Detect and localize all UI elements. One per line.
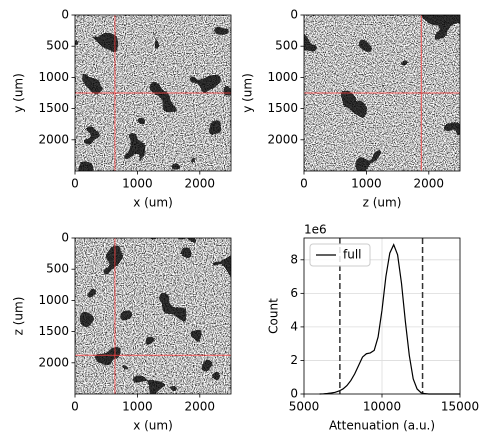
y-tick-label: 0 (61, 231, 69, 245)
y-tick-label: 6 (290, 286, 298, 300)
x-tick-label: 5000 (289, 400, 320, 414)
y-axis-label: y (um) (12, 73, 26, 113)
y-tick-label: 2000 (267, 132, 298, 146)
y-tick-label: 1000 (38, 293, 69, 307)
x-tick-label: 2000 (414, 177, 445, 191)
legend: full (309, 243, 371, 267)
series-line (319, 243, 460, 395)
legend-label: full (343, 248, 362, 262)
y-tick-label: 1500 (38, 101, 69, 115)
y-tick-label: 1500 (38, 324, 69, 338)
histogram-panel: full 1e6 5000 10000 15000 0 2 4 6 8 Attenuation (a… (267, 223, 480, 433)
x-tick-label: 10000 (363, 400, 401, 414)
y-axis-label: y (um) (241, 73, 255, 113)
y-tick-label: 8 (290, 252, 298, 266)
y-tick-label: 500 (46, 262, 69, 276)
axes-frame (303, 14, 461, 172)
y-tick-label: 2000 (38, 355, 69, 369)
axes-frame (74, 237, 232, 395)
x-tick-label: 15000 (441, 400, 479, 414)
axes-frame (74, 14, 232, 172)
image-panel: 0 1000 2000 0 500 1000 1500 2000 x (um) y (um) (12, 8, 232, 210)
y-tick-label: 1000 (267, 70, 298, 84)
x-tick-label: 1000 (351, 177, 382, 191)
x-axis-label: x (um) (133, 419, 173, 433)
y-tick-label: 0 (290, 387, 298, 401)
image-panel: 0 1000 2000 0 500 1000 1500 2000 z (um) y (um) (241, 8, 461, 210)
y-tick-label: 4 (290, 319, 298, 333)
x-tick-label: 0 (71, 177, 79, 191)
x-tick-label: 2000 (185, 177, 216, 191)
y-tick-label: 2000 (38, 132, 69, 146)
y-tick-label: 500 (46, 39, 69, 53)
x-tick-label: 0 (300, 177, 308, 191)
x-tick-label: 1000 (122, 177, 153, 191)
image (75, 238, 231, 394)
y-axis-label: Count (267, 298, 281, 334)
x-tick-label: 2000 (185, 400, 216, 414)
legend-box (309, 243, 371, 267)
y-tick-label: 0 (61, 8, 69, 22)
y-tick-label: 1500 (267, 101, 298, 115)
axis-offset-label: 1e6 (304, 223, 327, 237)
x-axis-label: x (um) (133, 196, 173, 210)
x-axis-label: z (um) (363, 196, 402, 210)
image-panel: 0 1000 2000 0 500 1000 1500 2000 x (um) z (um) (12, 231, 232, 433)
x-axis-label: Attenuation (a.u.) (329, 419, 435, 433)
y-tick-label: 0 (290, 8, 298, 22)
y-tick-label: 1000 (38, 70, 69, 84)
x-tick-label: 0 (71, 400, 79, 414)
y-axis-label: z (um) (12, 297, 26, 336)
x-tick-label: 1000 (122, 400, 153, 414)
y-tick-label: 500 (275, 39, 298, 53)
y-tick-label: 2 (290, 353, 298, 367)
